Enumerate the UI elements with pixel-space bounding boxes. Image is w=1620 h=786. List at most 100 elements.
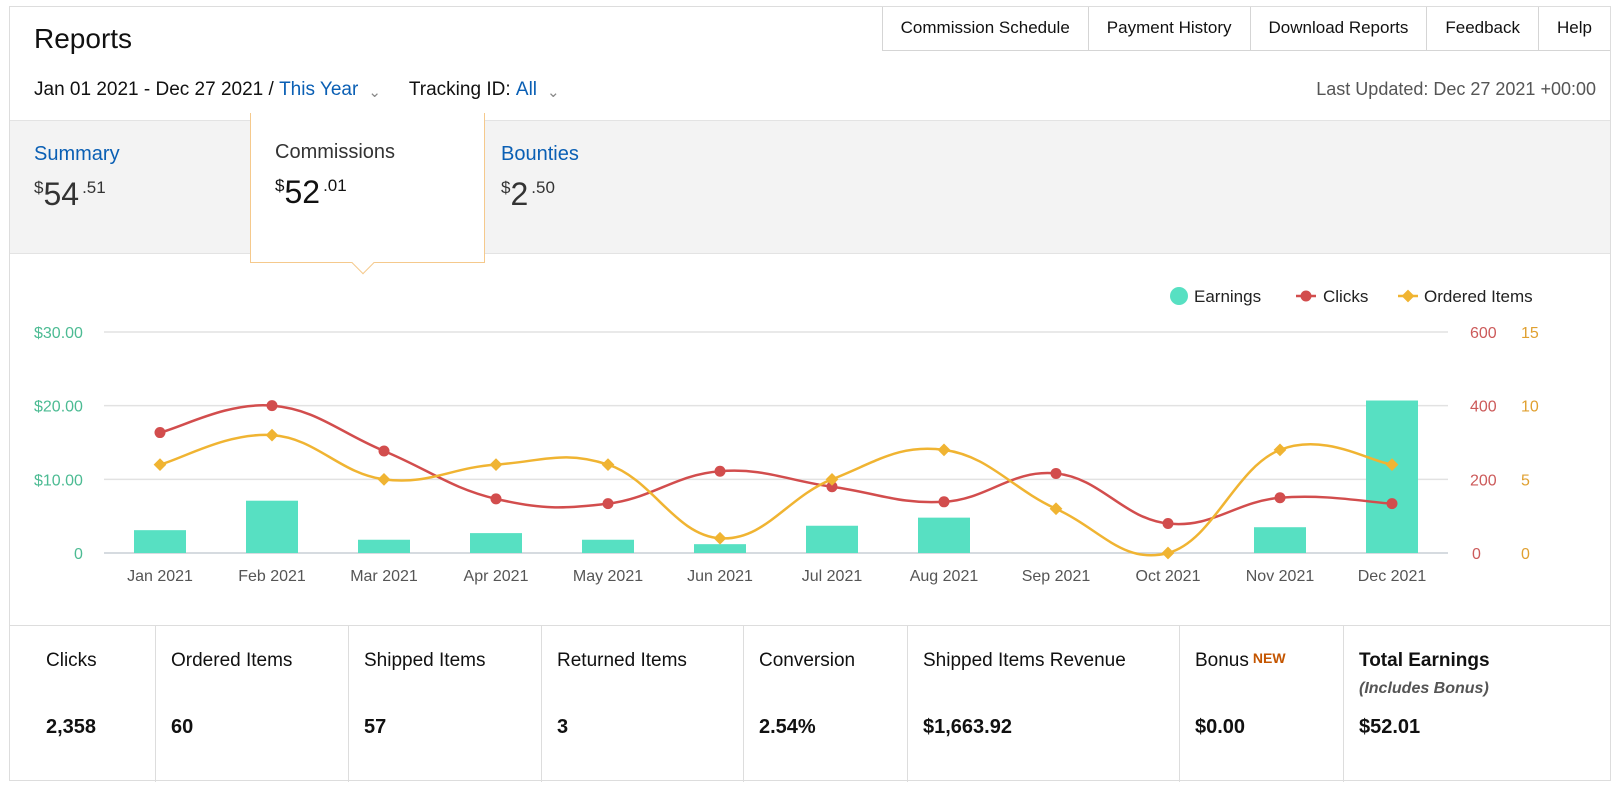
stat-value: 2.54% <box>759 716 816 738</box>
commission-schedule-link[interactable]: Commission Schedule <box>883 7 1089 50</box>
stat-label: Bonus NEW <box>1195 650 1343 672</box>
tab-summary-label[interactable]: Summary <box>34 143 120 165</box>
point-ordered-items[interactable] <box>153 458 167 471</box>
bar-earnings[interactable] <box>470 533 522 553</box>
point-ordered-items[interactable] <box>601 458 615 471</box>
point-ordered-items[interactable] <box>1161 546 1175 560</box>
stat-label: Conversion <box>759 650 856 671</box>
bounties-amount: $2.50 <box>501 176 579 213</box>
payment-history-link[interactable]: Payment History <box>1089 7 1251 50</box>
point-ordered-items[interactable] <box>937 443 951 457</box>
bar-earnings[interactable] <box>694 544 746 553</box>
y-left-tick-label: $10.00 <box>34 472 83 489</box>
bar-earnings[interactable] <box>1254 527 1306 553</box>
x-tick-label: Dec 2021 <box>1358 568 1427 585</box>
stat-shipped-revenue: Shipped Items Revenue $1,663.92 <box>908 626 1180 782</box>
bar-earnings[interactable] <box>582 539 634 553</box>
tab-commissions[interactable]: Commissions $52.01 <box>250 113 485 275</box>
tracking-id-label: Tracking ID: <box>408 79 511 100</box>
stat-returned-items: Returned Items 3 <box>542 626 744 782</box>
point-clicks[interactable] <box>826 481 838 493</box>
point-clicks[interactable] <box>266 400 278 412</box>
chevron-down-icon[interactable]: ⌄ <box>368 84 381 101</box>
bar-earnings[interactable] <box>134 530 186 553</box>
point-clicks[interactable] <box>154 427 166 439</box>
bar-earnings[interactable] <box>1366 400 1418 553</box>
tracking-id-dropdown[interactable]: All <box>515 79 538 100</box>
amount-cents: .50 <box>531 178 555 197</box>
stat-label: Shipped Items <box>364 650 486 671</box>
currency-symbol: $ <box>34 178 44 197</box>
filter-bar: Jan 01 2021 - Dec 27 2021 / This Year ⌄ … <box>34 79 588 101</box>
earnings-chart: 0 0 0 $10.00 200 5 $20.00 400 10 $30.00 600 15 Jan 2… <box>34 287 1539 585</box>
bar-earnings[interactable] <box>806 525 858 553</box>
legend-ordered-label: Ordered Items <box>1424 287 1533 306</box>
legend-clicks-label: Clicks <box>1323 287 1368 306</box>
point-ordered-items[interactable] <box>489 458 503 471</box>
y-right2-tick-label: 15 <box>1521 325 1539 342</box>
stat-label: Ordered Items <box>171 650 293 671</box>
y-right2-tick-label: 5 <box>1521 472 1530 489</box>
page-title: Reports <box>34 23 133 54</box>
y-right1-tick-label: 200 <box>1470 472 1497 489</box>
help-link[interactable]: Help <box>1557 18 1592 37</box>
point-clicks[interactable] <box>1274 492 1286 504</box>
tab-bounties-label[interactable]: Bounties <box>501 143 579 165</box>
x-tick-label: Oct 2021 <box>1136 568 1201 585</box>
amount-whole: 52 <box>284 174 321 210</box>
legend-earnings-marker[interactable] <box>1170 287 1188 305</box>
point-ordered-items[interactable] <box>265 428 279 442</box>
feedback-link[interactable]: Feedback <box>1427 7 1540 50</box>
stat-label: Shipped Items Revenue <box>923 650 1126 671</box>
amount-whole: 2 <box>510 176 529 212</box>
bar-earnings[interactable] <box>246 500 298 553</box>
legend-ordered-marker[interactable] <box>1401 289 1415 303</box>
point-clicks[interactable] <box>714 465 726 477</box>
tab-bounties[interactable]: Bounties $2.50 <box>501 143 579 213</box>
x-tick-label: Feb 2021 <box>238 568 306 585</box>
point-clicks[interactable] <box>1386 498 1398 510</box>
stat-value: 2,358 <box>46 716 97 738</box>
tab-commissions-label[interactable]: Commissions <box>275 141 396 163</box>
point-ordered-items[interactable] <box>1049 502 1063 516</box>
line-ordered-items <box>159 433 1393 557</box>
point-clicks[interactable] <box>602 498 614 510</box>
stat-clicks: Clicks 2,358 <box>10 626 156 782</box>
stats-row: Clicks 2,358 Ordered Items 60 Shipped It… <box>10 625 1610 782</box>
point-ordered-items[interactable] <box>713 531 727 545</box>
y-left-tick-label: $20.00 <box>34 399 83 416</box>
date-range-text: Jan 01 2021 - Dec 27 2021 / <box>34 79 274 100</box>
stat-label: Total Earnings <box>1359 650 1490 671</box>
bar-earnings[interactable] <box>358 539 410 553</box>
stat-value: 60 <box>171 716 194 738</box>
stat-total-earnings: Total Earnings (Includes Bonus) $52.01 <box>1344 626 1610 782</box>
y-right2-tick-label: 0 <box>1521 546 1530 563</box>
point-clicks[interactable] <box>490 493 502 505</box>
legend-earnings-label: Earnings <box>1194 287 1261 306</box>
y-right1-tick-label: 600 <box>1470 325 1497 342</box>
stat-value: $0.00 <box>1195 716 1246 738</box>
point-clicks[interactable] <box>378 445 390 457</box>
date-preset-dropdown[interactable]: This Year <box>279 79 359 100</box>
point-clicks[interactable] <box>938 496 950 508</box>
amount-cents: .01 <box>323 176 347 195</box>
stat-value: 3 <box>557 716 569 738</box>
currency-symbol: $ <box>275 176 285 195</box>
bar-earnings[interactable] <box>918 517 970 553</box>
legend-clicks-marker[interactable] <box>1300 290 1312 302</box>
stat-conversion: Conversion 2.54% <box>744 626 908 782</box>
point-clicks[interactable] <box>1162 518 1174 530</box>
line-clicks <box>159 404 1393 526</box>
download-reports-link[interactable]: Download Reports <box>1251 7 1428 50</box>
y-right1-tick-label: 0 <box>1472 546 1481 563</box>
point-ordered-items[interactable] <box>1273 443 1287 457</box>
bonus-label: Bonus <box>1195 650 1249 671</box>
x-tick-label: Mar 2021 <box>350 568 418 585</box>
stat-value: $52.01 <box>1359 716 1421 738</box>
stat-bonus: Bonus NEW $0.00 <box>1180 626 1344 782</box>
point-ordered-items[interactable] <box>377 472 391 486</box>
x-tick-label: Jan 2021 <box>127 568 193 585</box>
chevron-down-icon[interactable]: ⌄ <box>547 84 560 101</box>
tab-summary[interactable]: Summary $54.51 <box>34 143 120 213</box>
point-clicks[interactable] <box>1050 467 1062 479</box>
